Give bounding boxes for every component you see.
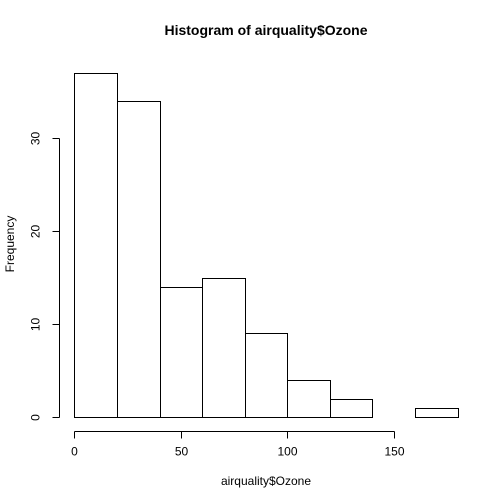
x-tick-label: 150 [384, 445, 404, 459]
y-tick-label: 20 [29, 225, 43, 239]
y-tick-label: 10 [29, 318, 43, 332]
x-tick-label: 50 [175, 445, 189, 459]
chart-title: Histogram of airquality$Ozone [164, 22, 367, 38]
histogram-bar [245, 333, 288, 418]
y-axis-label: Frequency [3, 216, 17, 273]
histogram-bar [330, 399, 373, 418]
x-tick-label: 0 [71, 445, 78, 459]
x-tick-label: 100 [277, 445, 297, 459]
histogram-bar [287, 380, 331, 418]
y-tick-label: 0 [29, 414, 43, 421]
y-tick-label: 30 [29, 132, 43, 146]
histogram-bar [202, 278, 246, 418]
histogram-bars [74, 73, 459, 418]
x-axis-label: airquality$Ozone [221, 474, 311, 488]
histogram-bar [415, 408, 459, 418]
x-axis: 0 50 100 150 [71, 431, 405, 459]
y-axis: 0 10 20 30 [29, 132, 60, 421]
histogram-bar [74, 73, 118, 418]
histogram-bar [117, 101, 161, 418]
histogram-bar [160, 287, 203, 418]
